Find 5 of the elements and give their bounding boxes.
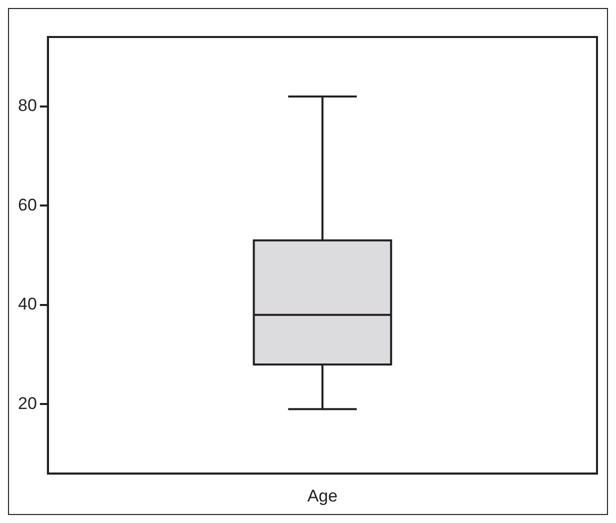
y-tick-label: 40: [18, 294, 37, 314]
y-tick-label: 80: [18, 96, 37, 116]
x-tick-label: Age: [307, 486, 338, 506]
y-tick-label: 20: [18, 394, 37, 413]
y-tick-label: 60: [18, 195, 37, 214]
